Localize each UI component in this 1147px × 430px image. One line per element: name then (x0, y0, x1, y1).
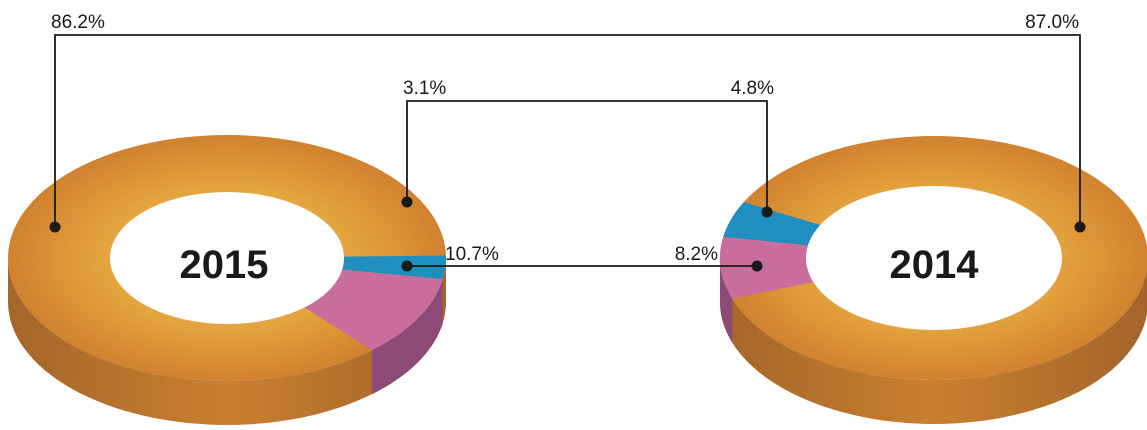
donut-side-wall (720, 258, 1147, 424)
marker-2014-pink (751, 260, 763, 272)
connector-blue-slice (406, 100, 768, 212)
label-2014-pink: 8.2% (675, 244, 718, 265)
slice-pink-2015 (304, 269, 443, 351)
marker-2014-blue (761, 206, 773, 218)
connector-main-slice (54, 34, 1081, 227)
label-2015-pink: 10.7% (445, 244, 499, 265)
donut-side-wall (8, 258, 446, 425)
donut-hole (806, 186, 1062, 330)
year-label-2015: 2015 (180, 243, 269, 287)
slice-blue-2015 (342, 255, 446, 280)
marker-2014-main (1074, 221, 1086, 233)
marker-2015-pink (401, 260, 413, 272)
donut-hole (110, 192, 344, 324)
donut-side-pink (719, 258, 733, 343)
year-label-2014: 2014 (890, 243, 980, 287)
marker-2015-main (49, 221, 61, 233)
label-2014-blue: 4.8% (731, 78, 774, 99)
donut-2014 (719, 136, 1147, 424)
donut-side-pink (372, 279, 443, 395)
marker-2015-blue (401, 196, 413, 208)
label-2015-main: 86.2% (51, 12, 105, 33)
slice-pink-2014 (720, 236, 814, 299)
donut-2015 (8, 135, 446, 425)
label-2015-blue: 3.1% (403, 78, 446, 99)
slice-blue-2014 (723, 202, 821, 246)
label-2014-main: 87.0% (1025, 12, 1079, 33)
